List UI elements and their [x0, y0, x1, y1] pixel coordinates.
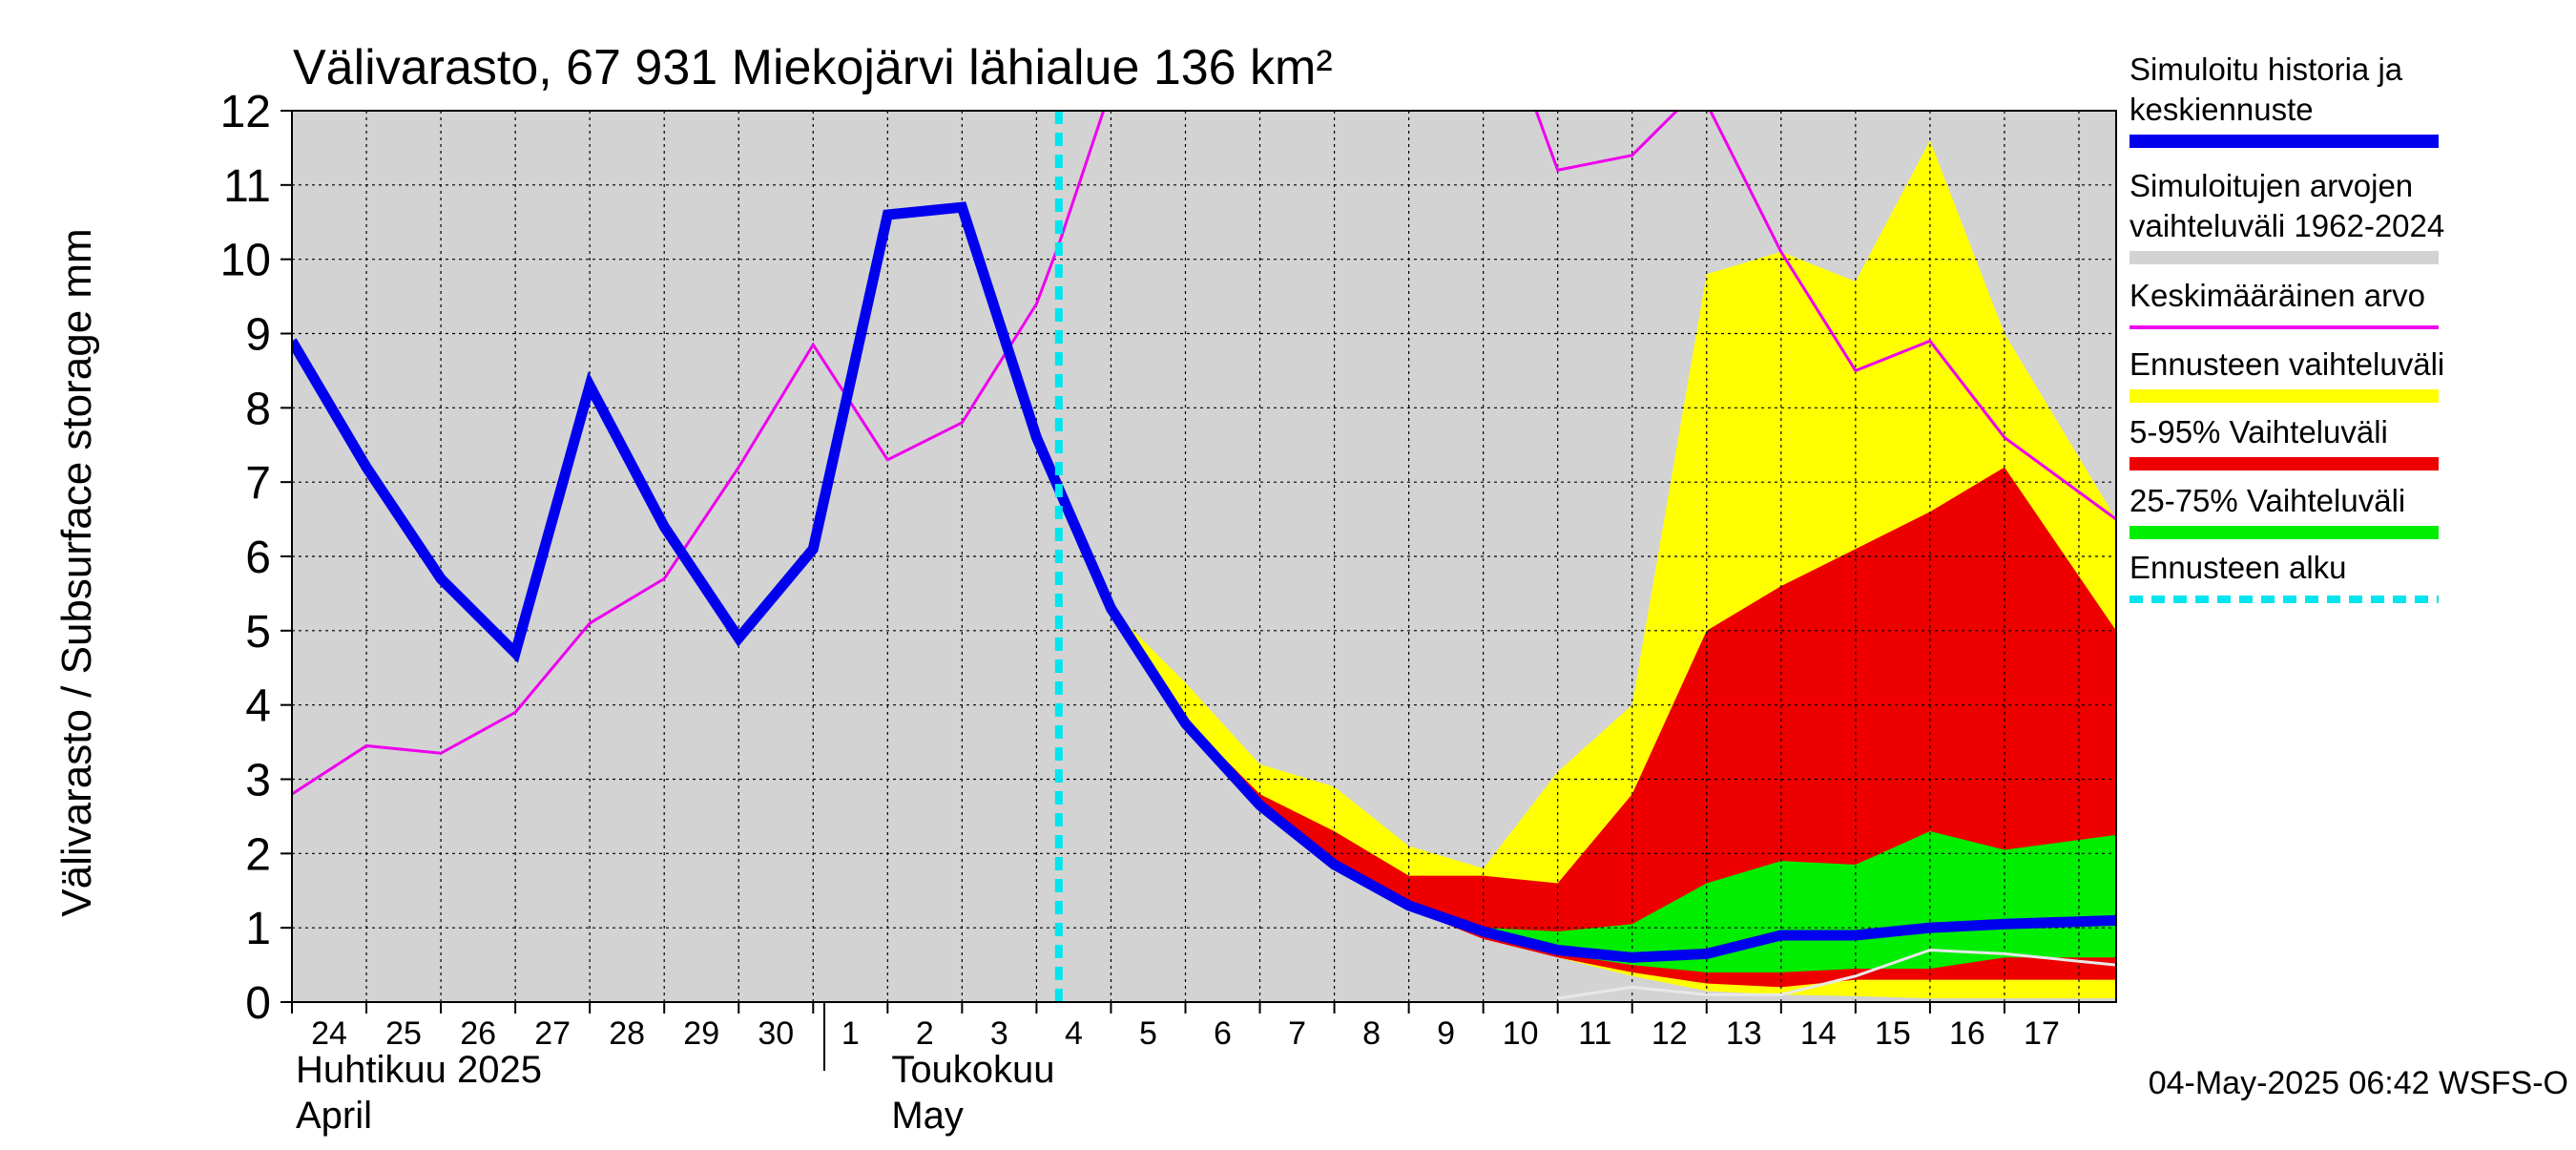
x-tick-label-2-8: 2 [916, 1015, 934, 1052]
series-line-keskim-r-inen-arvo [292, 111, 2116, 796]
month-label-0-line2: April [296, 1095, 372, 1137]
month-label-0-line1: Huhtikuu 2025 [296, 1049, 542, 1091]
y-tick-label-4: 4 [245, 681, 271, 732]
legend-label-6-0: Ennusteen alku [2129, 550, 2347, 585]
legend-label-4-0: 5-95% Vaihteluväli [2129, 414, 2388, 450]
legend-label-0-0: Simuloitu historia ja [2129, 52, 2403, 87]
x-tick-label-1-7: 1 [841, 1015, 860, 1052]
y-axis-label: Välivarasto / Subsurface storage mm [53, 228, 100, 916]
x-tick-label-17-23: 17 [2024, 1015, 2060, 1052]
y-tick-label-7: 7 [245, 458, 271, 509]
x-tick-label-5-11: 5 [1139, 1015, 1157, 1052]
band-25-75-vaihteluv-li [1111, 608, 2116, 972]
y-tick-label-8: 8 [245, 384, 271, 434]
x-tick-label-3-9: 3 [990, 1015, 1008, 1052]
x-tick-label-26-2: 26 [460, 1015, 496, 1052]
band-5-95-vaihteluv-li [1111, 467, 2116, 988]
legend-label-2-0: Keskimääräinen arvo [2129, 278, 2425, 313]
chart-grid [292, 111, 2116, 1002]
y-tick-label-6: 6 [245, 533, 271, 583]
x-tick-label-13-19: 13 [1726, 1015, 1762, 1052]
y-tick-label-11: 11 [223, 161, 271, 212]
x-tick-label-27-3: 27 [534, 1015, 571, 1052]
x-tick-label-24-0: 24 [311, 1015, 347, 1052]
x-tick-label-8-14: 8 [1362, 1015, 1381, 1052]
y-tick-label-2: 2 [245, 829, 271, 880]
x-tick-label-14-20: 14 [1800, 1015, 1837, 1052]
x-tick-label-6-12: 6 [1214, 1015, 1232, 1052]
month-label-1-line2: May [891, 1095, 964, 1137]
x-tick-label-16-22: 16 [1949, 1015, 1985, 1052]
chart-lines [292, 111, 2116, 1002]
chart-title: Välivarasto, 67 931 Miekojärvi lähialue … [293, 40, 1333, 95]
x-tick-label-12-18: 12 [1652, 1015, 1688, 1052]
chart-legend: Simuloitu historia ja keskiennuste Simuloi… [2129, 52, 2444, 603]
y-tick-label-1: 1 [245, 904, 271, 954]
x-tick-label-28-4: 28 [609, 1015, 645, 1052]
y-tick-label-10: 10 [220, 236, 271, 286]
series-line-simuloitu-historia-ja-keskiennuste [292, 201, 2116, 963]
y-tick-label-12: 12 [220, 87, 271, 137]
y-tick-label-3: 3 [245, 756, 271, 806]
x-tick-label-11-17: 11 [1578, 1015, 1611, 1052]
x-tick-label-4-10: 4 [1065, 1015, 1083, 1052]
legend-label-3-0: Ennusteen vaihteluväli [2129, 346, 2444, 382]
x-tick-label-30-6: 30 [758, 1015, 794, 1052]
legend-label-0-1: keskiennuste [2129, 92, 2314, 127]
x-tick-label-29-5: 29 [683, 1015, 719, 1052]
legend-label-1-0: Simuloitujen arvojen [2129, 168, 2413, 203]
month-label-1-line1: Toukokuu [891, 1049, 1054, 1091]
x-tick-label-9-15: 9 [1437, 1015, 1455, 1052]
x-tick-label-7-13: 7 [1288, 1015, 1306, 1052]
y-tick-label-5: 5 [245, 607, 271, 658]
legend-label-5-0: 25-75% Vaihteluväli [2129, 483, 2405, 518]
x-tick-label-25-1: 25 [385, 1015, 422, 1052]
x-tick-label-10-16: 10 [1503, 1015, 1539, 1052]
x-tick-label-15-21: 15 [1875, 1015, 1911, 1052]
y-tick-label-0: 0 [245, 978, 271, 1029]
timestamp-label: 04-May-2025 06:42 WSFS-O [2149, 1065, 2568, 1101]
y-tick-label-9: 9 [245, 310, 271, 361]
series-line-lower-white-line [1557, 949, 2116, 1000]
legend-label-1-1: vaihteluväli 1962-2024 [2129, 208, 2444, 243]
